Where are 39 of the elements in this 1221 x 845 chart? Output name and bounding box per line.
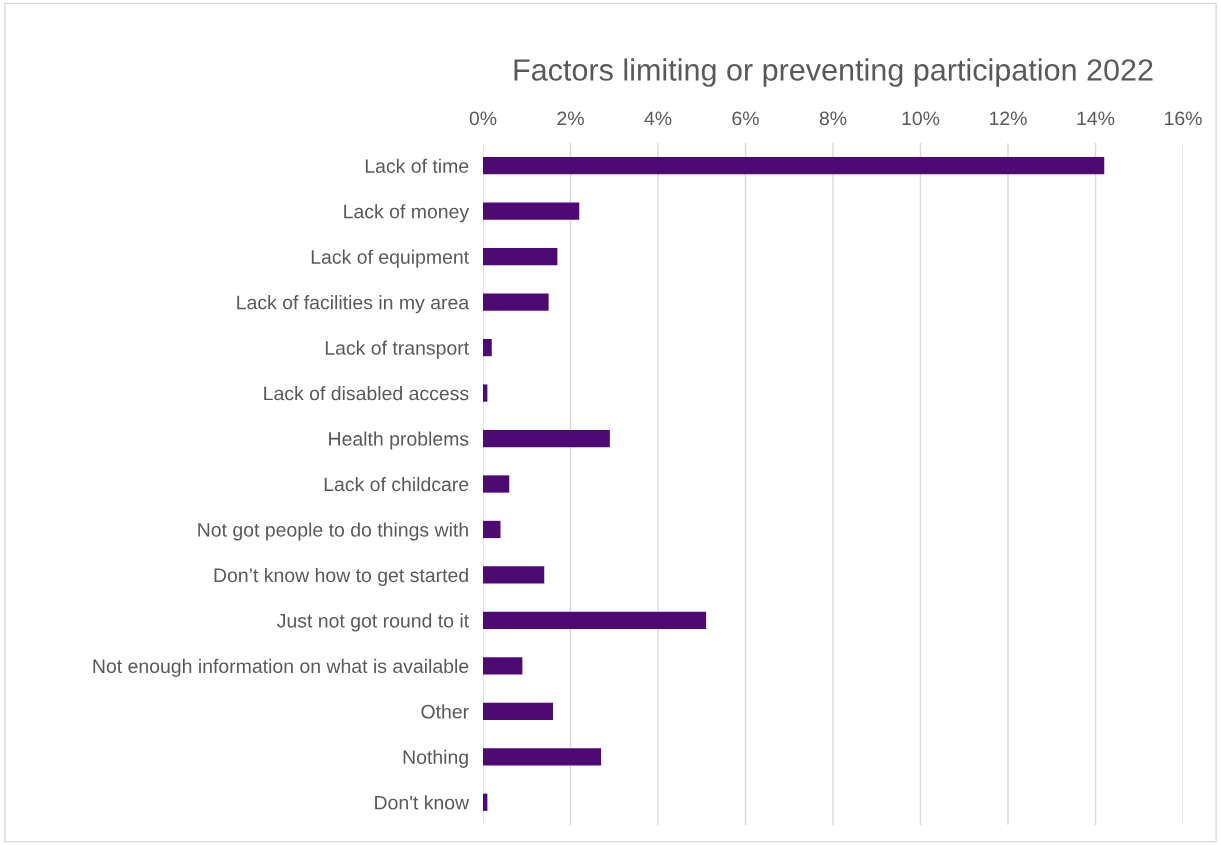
y-tick-label: Health problems — [329, 431, 469, 450]
bar — [483, 611, 707, 630]
y-tick-label: Other — [421, 704, 469, 719]
y-tick-label: Not enough information on what is available — [93, 658, 469, 677]
bar — [483, 429, 610, 448]
x-tick-label: 14% — [1077, 111, 1115, 126]
chart-title: Factors limiting or preventing participation 2022 — [514, 58, 1153, 87]
bar — [483, 338, 492, 357]
y-tick-label: Lack of equipment — [311, 249, 469, 268]
bar — [483, 748, 602, 766]
x-tick-label: 2% — [557, 111, 584, 126]
y-tick-label: Don’t know how to get started — [214, 567, 468, 587]
y-tick-label: Lack of childcare — [324, 476, 469, 492]
bar — [483, 475, 510, 493]
bar — [483, 293, 549, 311]
x-tick-label: 0% — [469, 111, 497, 126]
y-tick-label: Just not got round to it — [277, 613, 469, 632]
y-tick-label: Nothing — [403, 749, 468, 768]
x-tick-label: 10% — [902, 111, 940, 126]
y-tick-label: Lack of time — [365, 158, 469, 173]
y-tick-label: Lack of money — [344, 204, 470, 223]
bar — [483, 657, 523, 675]
y-tick-label: Lack of transport — [325, 340, 469, 359]
y-tick-label: Not got people to do things with — [198, 522, 468, 541]
y-tick-label: Lack of disabled access — [264, 386, 469, 401]
bar — [483, 702, 553, 720]
y-tick-label: Lack of facilities in my area — [237, 295, 470, 314]
x-tick-label: 12% — [990, 111, 1027, 126]
bar — [483, 384, 488, 402]
bar — [483, 202, 580, 220]
x-tick-label: 8% — [819, 111, 847, 126]
y-tick-label: Don't know — [375, 795, 470, 810]
x-tick-label: 6% — [732, 111, 759, 126]
bar — [483, 248, 558, 266]
x-tick-label: 16% — [1165, 111, 1202, 126]
bar — [483, 520, 501, 539]
x-tick-label: 4% — [644, 111, 672, 126]
bar — [483, 157, 1105, 175]
bar — [483, 566, 545, 584]
